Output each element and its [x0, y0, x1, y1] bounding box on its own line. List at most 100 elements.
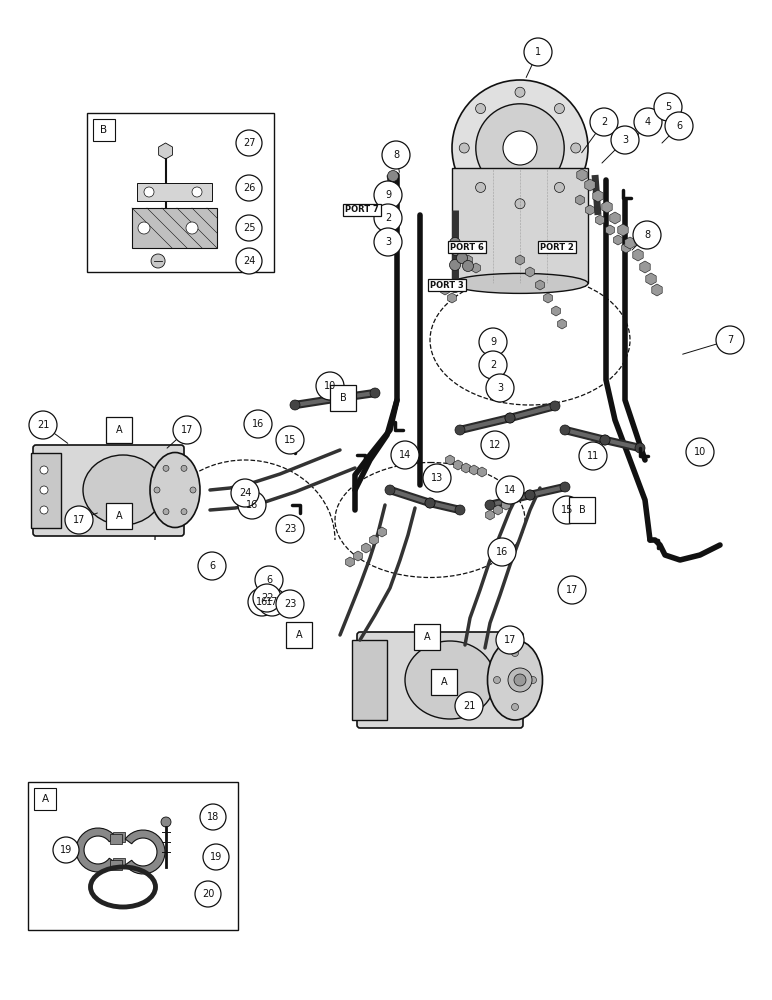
Circle shape	[144, 187, 154, 197]
Text: 13: 13	[431, 473, 443, 483]
Bar	[93, 119, 115, 141]
Text: 22: 22	[261, 593, 273, 603]
FancyBboxPatch shape	[33, 445, 184, 536]
Circle shape	[40, 466, 48, 474]
Circle shape	[456, 252, 468, 263]
Circle shape	[173, 416, 201, 444]
Circle shape	[512, 650, 519, 656]
Text: 2: 2	[490, 360, 496, 370]
Ellipse shape	[405, 641, 495, 719]
Text: A: A	[116, 511, 122, 521]
Circle shape	[503, 131, 537, 165]
FancyBboxPatch shape	[357, 632, 523, 728]
Circle shape	[452, 80, 588, 216]
Text: 17: 17	[73, 515, 85, 525]
Bar	[113, 858, 125, 868]
Bar	[113, 832, 125, 842]
Text: 16: 16	[496, 547, 508, 557]
Bar	[286, 622, 312, 648]
Text: 10: 10	[324, 381, 336, 391]
Circle shape	[316, 372, 344, 400]
Circle shape	[451, 244, 462, 255]
Text: PORT 2: PORT 2	[540, 242, 574, 251]
Bar	[110, 860, 122, 870]
Text: 21: 21	[37, 420, 49, 430]
Circle shape	[258, 588, 286, 616]
Circle shape	[236, 215, 262, 241]
Circle shape	[335, 393, 345, 403]
Circle shape	[554, 182, 564, 192]
Text: 1: 1	[535, 47, 541, 57]
Text: A: A	[116, 425, 122, 435]
Bar	[330, 385, 356, 411]
Circle shape	[476, 182, 486, 192]
Circle shape	[459, 143, 469, 153]
Ellipse shape	[487, 640, 543, 720]
Circle shape	[388, 170, 398, 182]
Circle shape	[476, 104, 486, 114]
Circle shape	[505, 413, 515, 423]
Text: 16: 16	[256, 597, 268, 607]
Text: A: A	[441, 677, 447, 687]
Circle shape	[370, 388, 380, 398]
Circle shape	[163, 465, 169, 471]
Circle shape	[525, 490, 535, 500]
Text: 10: 10	[694, 447, 706, 457]
Text: A: A	[296, 630, 303, 640]
Bar	[110, 834, 122, 844]
Bar	[352, 640, 387, 720]
Polygon shape	[125, 830, 165, 874]
Circle shape	[203, 844, 229, 870]
Circle shape	[481, 431, 509, 459]
Bar	[415, 624, 439, 650]
Circle shape	[449, 259, 461, 270]
Circle shape	[488, 538, 516, 566]
Circle shape	[508, 668, 532, 692]
Circle shape	[524, 38, 552, 66]
Text: 25: 25	[242, 223, 256, 233]
Ellipse shape	[83, 455, 163, 525]
Text: 16: 16	[252, 419, 264, 429]
Text: A: A	[42, 794, 49, 804]
Text: 19: 19	[60, 845, 72, 855]
Circle shape	[525, 490, 535, 500]
Text: 19: 19	[210, 852, 222, 862]
Circle shape	[686, 438, 714, 466]
Circle shape	[716, 326, 744, 354]
Circle shape	[236, 248, 262, 274]
Circle shape	[388, 194, 398, 206]
Circle shape	[151, 254, 165, 268]
Circle shape	[374, 204, 402, 232]
Circle shape	[530, 676, 537, 684]
Circle shape	[425, 498, 435, 508]
Text: 5: 5	[665, 102, 671, 112]
Bar	[28, 782, 238, 930]
Ellipse shape	[452, 273, 588, 293]
Circle shape	[231, 479, 259, 507]
Text: 14: 14	[399, 450, 411, 460]
Circle shape	[554, 104, 564, 114]
Circle shape	[505, 413, 515, 423]
Bar	[107, 503, 131, 529]
Text: 3: 3	[497, 383, 503, 393]
Circle shape	[388, 219, 398, 230]
Circle shape	[385, 485, 395, 495]
Circle shape	[276, 515, 304, 543]
Text: A: A	[424, 632, 430, 642]
Text: 2: 2	[601, 117, 607, 127]
Circle shape	[65, 506, 93, 534]
Bar	[137, 183, 212, 201]
Circle shape	[449, 237, 461, 248]
Circle shape	[248, 588, 276, 616]
Circle shape	[512, 704, 519, 710]
Circle shape	[163, 509, 169, 515]
Circle shape	[192, 187, 202, 197]
Text: 24: 24	[239, 488, 251, 498]
Circle shape	[600, 435, 610, 445]
Circle shape	[553, 496, 581, 524]
Circle shape	[455, 425, 465, 435]
Circle shape	[635, 443, 645, 453]
Circle shape	[181, 509, 187, 515]
Text: 15: 15	[560, 505, 573, 515]
Text: PORT 6: PORT 6	[450, 242, 484, 251]
